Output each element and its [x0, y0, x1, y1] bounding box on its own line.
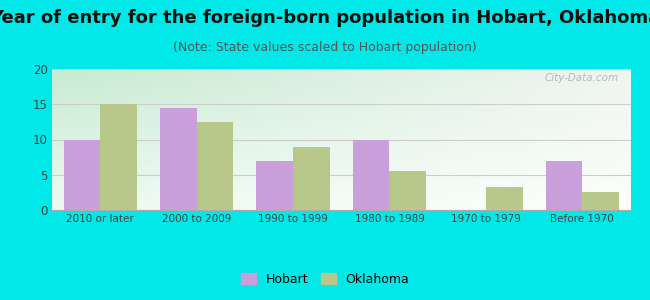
Text: (Note: State values scaled to Hobart population): (Note: State values scaled to Hobart pop… — [173, 40, 477, 53]
Bar — [293, 147, 330, 210]
Bar — [196, 122, 233, 210]
Bar — [160, 108, 196, 210]
Legend: Hobart, Oklahoma: Hobart, Oklahoma — [235, 268, 415, 291]
Text: City-Data.com: City-Data.com — [545, 73, 619, 83]
Bar — [100, 104, 137, 210]
Bar — [64, 140, 100, 210]
Bar — [353, 140, 389, 210]
Bar — [389, 171, 426, 210]
Text: Year of entry for the foreign-born population in Hobart, Oklahoma: Year of entry for the foreign-born popul… — [0, 9, 650, 27]
Bar — [256, 160, 293, 210]
Bar — [486, 188, 523, 210]
Bar — [545, 160, 582, 210]
Bar — [582, 192, 619, 210]
